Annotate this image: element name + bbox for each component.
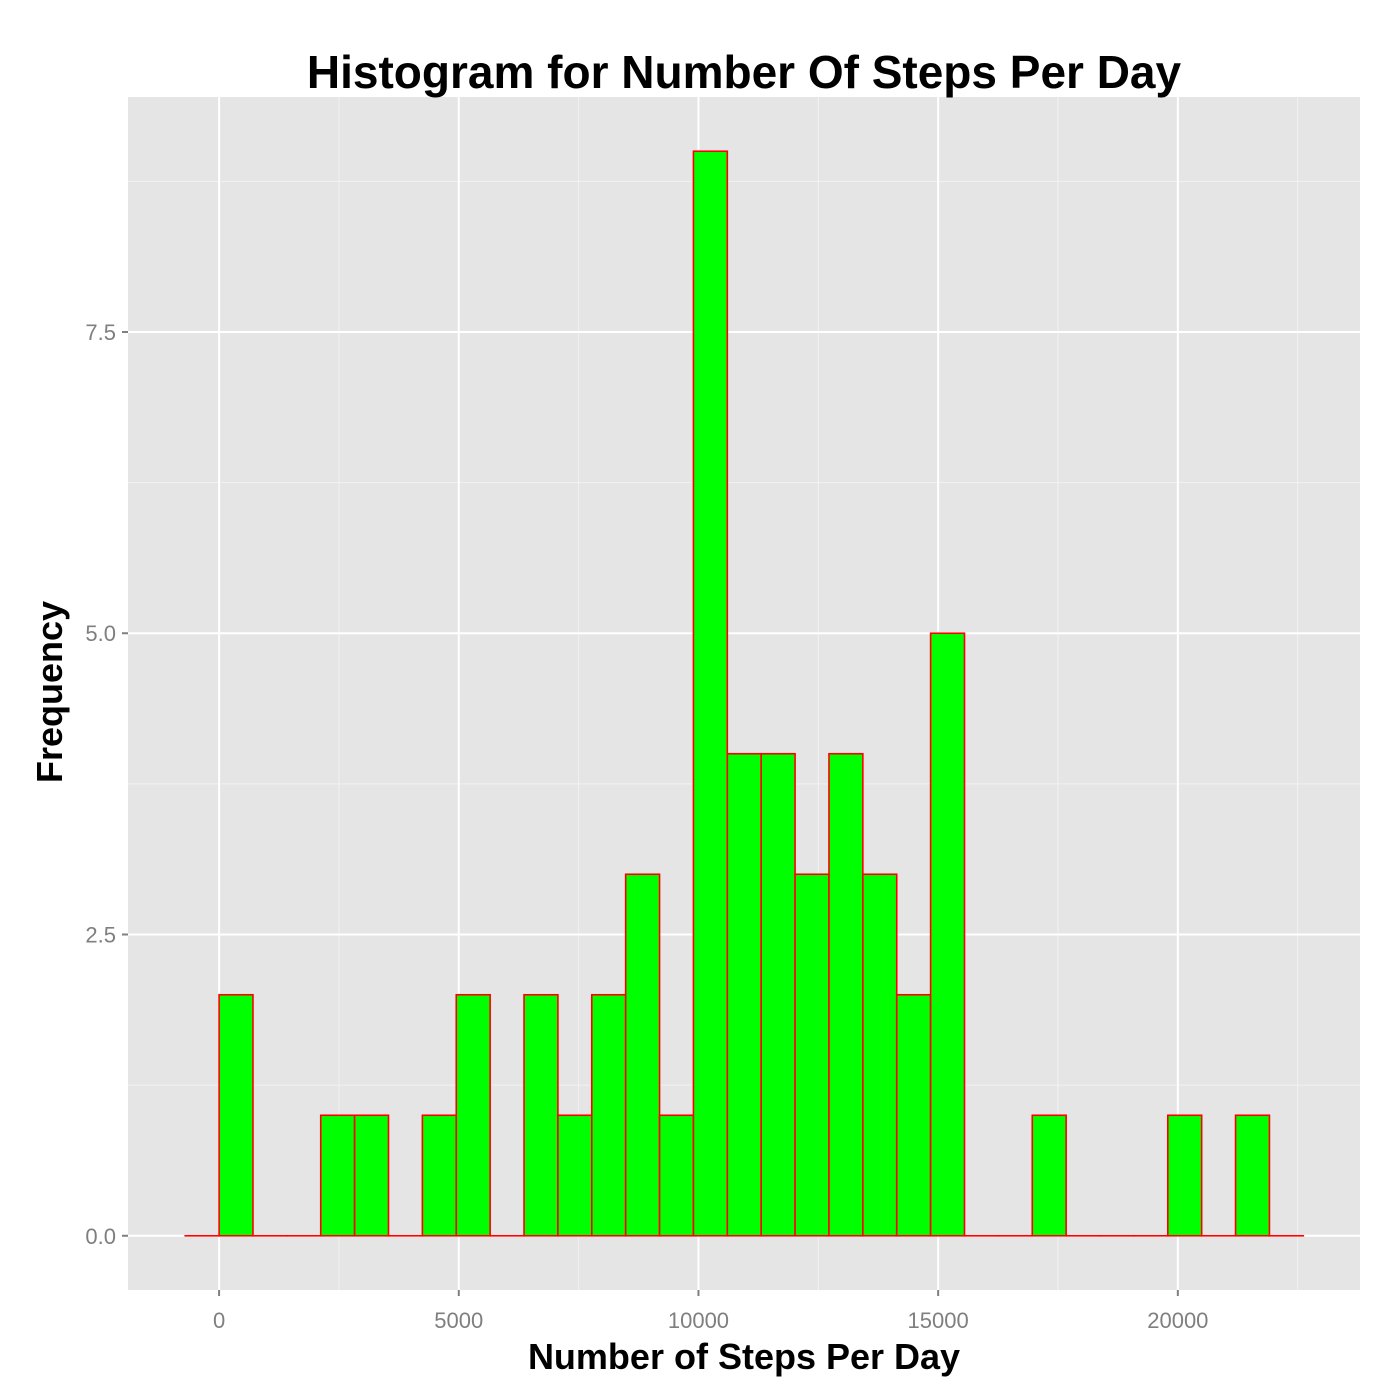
histogram-bar [319,1114,356,1237]
y-tick-label: 2.5 [85,923,116,948]
histogram-bar [1166,1114,1203,1237]
histogram-bar [624,873,661,1237]
histogram-bar [1031,1114,1067,1237]
histogram-bar [353,1114,390,1237]
histogram-bar [692,150,729,1237]
histogram-bars [184,150,1305,1237]
y-tick-label: 7.5 [85,320,116,345]
x-tick-label: 20000 [1147,1308,1208,1333]
y-axis-title: Frequency [29,601,70,783]
x-tick-label: 0 [213,1308,225,1333]
x-tick-label: 15000 [908,1308,969,1333]
histogram-bar [1234,1114,1271,1237]
histogram-bar [557,1114,593,1237]
histogram-bar [895,993,932,1237]
histogram-bar [455,993,491,1237]
y-axis-ticks: 0.0 2.5 5.0 7.5 [85,320,128,1249]
y-tick-label: 5.0 [85,621,116,646]
histogram-bar [862,873,898,1237]
histogram-bar [421,1114,458,1237]
chart-title: Histogram for Number Of Steps Per Day [307,46,1182,98]
histogram-bar [658,1114,695,1237]
x-tick-label: 5000 [434,1308,483,1333]
histogram-bar [929,632,966,1237]
x-tick-label: 10000 [668,1308,729,1333]
x-axis-title: Number of Steps Per Day [528,1336,960,1377]
histogram-bar [523,993,559,1237]
x-axis-ticks: 0 5000 10000 15000 20000 [213,1290,1208,1333]
histogram-bar [828,752,864,1237]
histogram-bar [726,752,763,1237]
histogram-bar [590,993,627,1237]
histogram-bar [794,873,830,1237]
histogram-bar [218,993,254,1237]
y-tick-label: 0.0 [85,1224,116,1249]
histogram-bar [760,752,796,1237]
